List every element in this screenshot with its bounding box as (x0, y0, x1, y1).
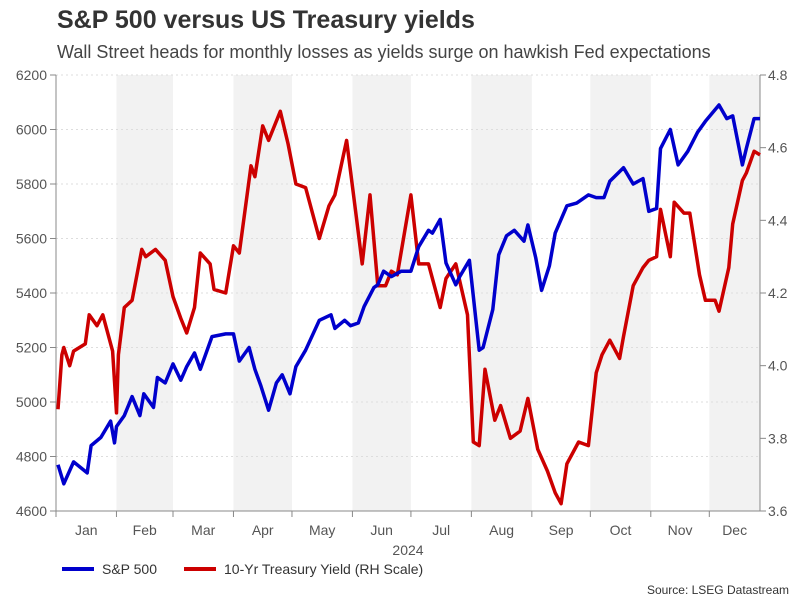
x-tick-label: Sep (549, 522, 574, 538)
x-tick-label: Oct (610, 522, 632, 538)
x-tick-label: Jan (75, 522, 98, 538)
sp500-line (56, 103, 760, 486)
legend-item-sp500: S&P 500 (62, 561, 157, 577)
y-right-tick-label: 4.0 (768, 358, 788, 374)
y-right-tick-label: 4.4 (768, 212, 788, 228)
x-tick-label: Nov (668, 522, 693, 538)
y-left-tick-label: 5400 (16, 285, 47, 301)
x-axis-label: 2024 (392, 542, 423, 558)
y-right-tick-label: 4.8 (768, 67, 788, 83)
y-right-tick-label: 3.8 (768, 430, 788, 446)
chart-title: S&P 500 versus US Treasury yields (57, 6, 475, 34)
x-tick-label: Aug (489, 522, 514, 538)
legend-label: S&P 500 (102, 561, 158, 577)
y-right-tick-label: 3.6 (768, 503, 788, 519)
x-tick-label: Jun (370, 522, 393, 538)
y-left-tick-label: 4800 (16, 449, 47, 465)
y-right-tick-label: 4.2 (768, 285, 788, 301)
y-left-tick-label: 4600 (16, 503, 47, 519)
y-right-tick-label: 4.6 (768, 140, 788, 156)
legend-item-yield: 10-Yr Treasury Yield (RH Scale) (184, 561, 423, 577)
y-left-tick-label: 5000 (16, 394, 47, 410)
x-tick-label: Dec (722, 522, 747, 538)
y-left-tick-label: 5800 (16, 176, 47, 192)
x-tick-label: Jul (432, 522, 450, 538)
y-left-tick-label: 6000 (16, 122, 47, 138)
x-tick-label: Mar (191, 522, 215, 538)
chart-subtitle: Wall Street heads for monthly losses as … (57, 42, 711, 62)
month-shade (590, 75, 651, 511)
legend-swatch (184, 567, 216, 571)
x-tick-label: May (309, 522, 335, 538)
y-left-tick-label: 5200 (16, 340, 47, 356)
legend-swatch (62, 567, 94, 571)
x-tick-label: Feb (133, 522, 157, 538)
y-left-tick-label: 6200 (16, 67, 47, 83)
source-note: Source: LSEG Datastream (646, 583, 789, 597)
legend-label: 10-Yr Treasury Yield (RH Scale) (224, 561, 424, 577)
x-tick-label: Apr (252, 522, 274, 538)
month-shade (116, 75, 174, 511)
y-left-tick-label: 5600 (16, 231, 47, 247)
